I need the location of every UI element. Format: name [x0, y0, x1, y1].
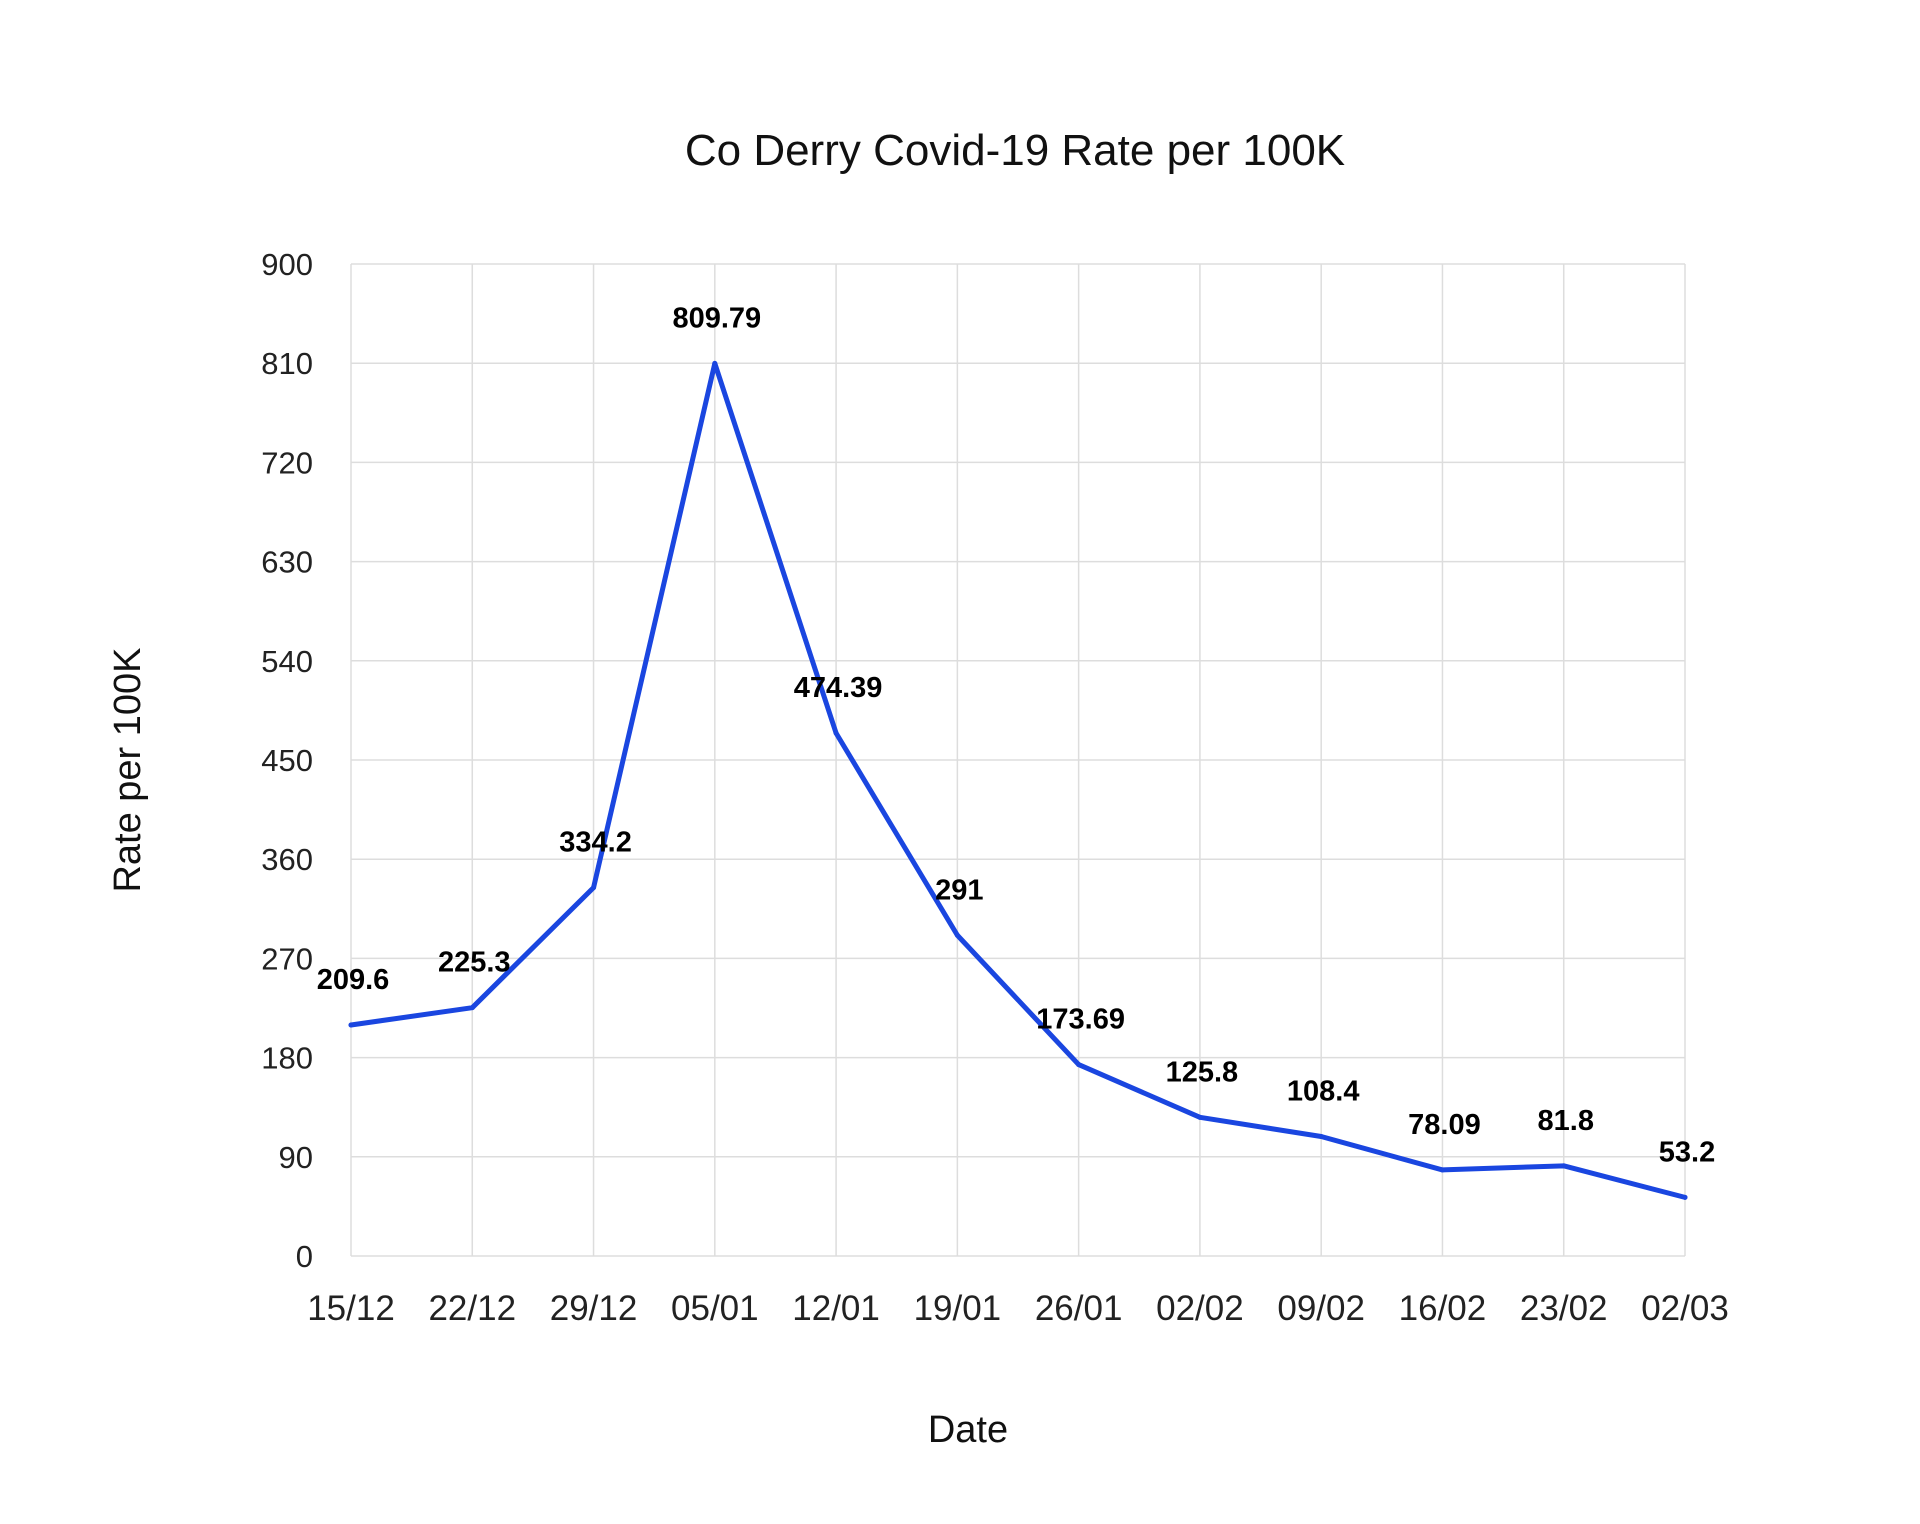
data-point	[1197, 1114, 1203, 1120]
data-point	[469, 1005, 475, 1011]
y-tick-label: 810	[261, 346, 313, 381]
x-axis-label: Date	[928, 1409, 1008, 1451]
data-point	[1561, 1163, 1567, 1169]
data-point	[348, 1022, 354, 1028]
data-labels: 209.6 225.3 334.2 809.79 474.39 291 173.69 125.…	[317, 302, 1716, 1168]
y-tick-label: 900	[261, 247, 313, 282]
data-label: 53.2	[1659, 1136, 1715, 1168]
data-point	[833, 730, 839, 736]
y-tick-label: 720	[261, 445, 313, 480]
series-line	[348, 360, 1688, 1200]
y-tick-label: 450	[261, 743, 313, 778]
data-label: 108.4	[1287, 1076, 1360, 1108]
data-point	[591, 885, 597, 891]
y-tick-label: 180	[261, 1041, 313, 1076]
data-label: 81.8	[1538, 1105, 1594, 1137]
gridlines	[350, 263, 1686, 1257]
y-tick-label: 540	[261, 644, 313, 679]
chart-title: Co Derry Covid-19 Rate per 100K	[685, 126, 1345, 175]
data-label: 173.69	[1036, 1004, 1125, 1036]
y-tick-label: 270	[261, 941, 313, 976]
data-point	[1439, 1167, 1445, 1173]
x-tick-label: 15/12	[307, 1289, 395, 1328]
data-label: 209.6	[317, 964, 390, 996]
x-tick-label: 09/02	[1277, 1289, 1365, 1328]
data-point	[1682, 1194, 1688, 1200]
data-label: 78.09	[1408, 1109, 1481, 1141]
data-point	[1318, 1134, 1324, 1140]
data-label: 809.79	[672, 302, 761, 334]
x-tick-label: 22/12	[428, 1289, 516, 1328]
data-label: 334.2	[559, 827, 632, 859]
x-tick-label: 16/02	[1399, 1289, 1487, 1328]
x-tick-label: 02/03	[1641, 1289, 1729, 1328]
x-tick-label: 19/01	[914, 1289, 1002, 1328]
data-point	[954, 932, 960, 938]
data-point	[712, 360, 718, 366]
x-tick-label: 29/12	[550, 1289, 638, 1328]
x-tick-label: 26/01	[1035, 1289, 1123, 1328]
y-tick-label: 0	[296, 1239, 313, 1274]
data-label: 225.3	[438, 947, 511, 979]
x-tick-label: 23/02	[1520, 1289, 1608, 1328]
data-point	[1076, 1062, 1082, 1068]
x-tick-label: 12/01	[792, 1289, 880, 1328]
data-label: 125.8	[1166, 1056, 1239, 1088]
data-label: 291	[935, 874, 983, 906]
series-line-group	[348, 360, 1688, 1200]
y-axis-ticks: 0 90 180 270 360 450 540 630 720 810 900	[261, 247, 313, 1274]
y-axis-label: Rate per 100K	[107, 647, 149, 892]
y-tick-label: 360	[261, 842, 313, 877]
data-label: 474.39	[794, 672, 883, 704]
x-tick-label: 05/01	[671, 1289, 759, 1328]
x-tick-label: 02/02	[1156, 1289, 1244, 1328]
x-axis-ticks: 15/12 22/12 29/12 05/01 12/01 19/01 26/01 02/02…	[307, 1289, 1729, 1328]
y-tick-label: 90	[279, 1140, 313, 1175]
y-tick-label: 630	[261, 545, 313, 580]
